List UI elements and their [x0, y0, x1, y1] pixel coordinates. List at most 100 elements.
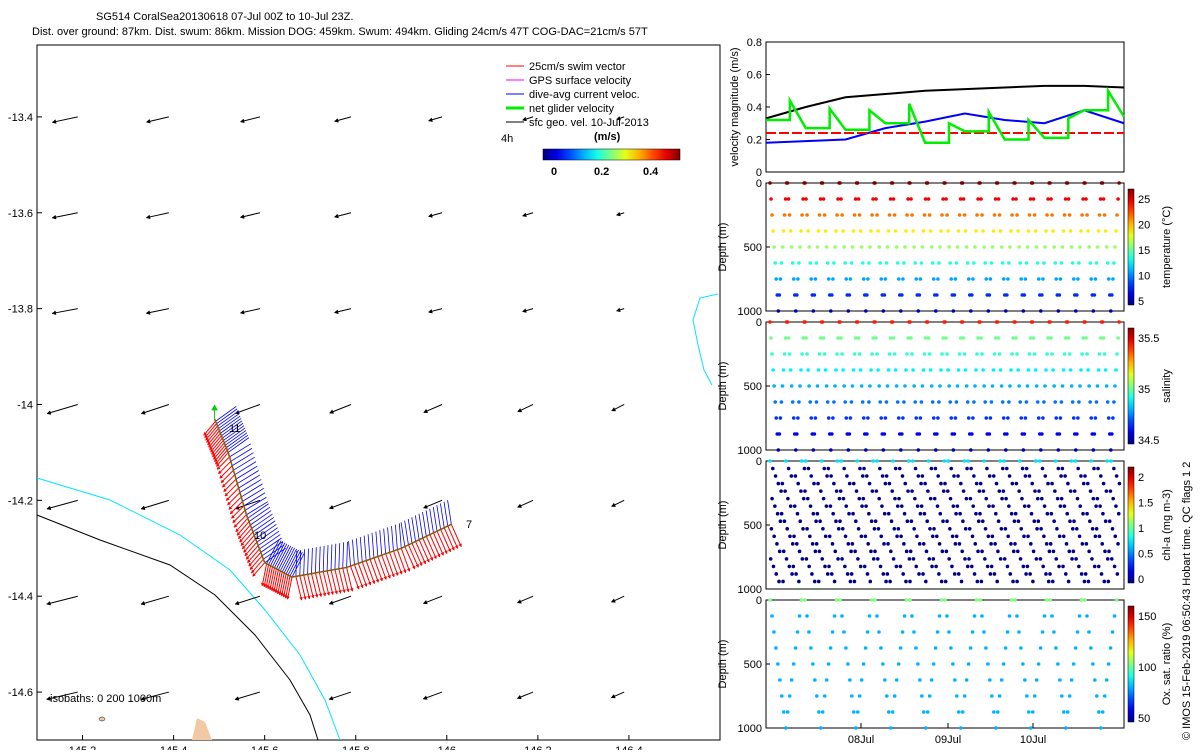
- profile-point: [1036, 519, 1041, 524]
- swim-vector-head: [268, 586, 273, 591]
- profile-point: [830, 630, 835, 634]
- profile-point: [969, 448, 973, 452]
- profile-point: [1058, 416, 1063, 420]
- swim-vector: [436, 530, 448, 554]
- profile-point: [899, 309, 903, 313]
- profile-point: [786, 197, 791, 201]
- profile-point: [950, 564, 954, 569]
- profile-point: [865, 432, 869, 436]
- profile-point: [863, 534, 868, 539]
- sfc-vector-head: [616, 211, 621, 217]
- velocity-panel-frame: [765, 41, 1125, 173]
- profile-point: [1006, 416, 1010, 420]
- profile-point: [844, 646, 848, 650]
- profile-point: [803, 459, 808, 463]
- profile-point: [890, 710, 895, 714]
- profile-point: [990, 384, 995, 388]
- profile-point: [1081, 336, 1085, 340]
- profile-point: [807, 564, 811, 569]
- profile-point: [951, 662, 955, 666]
- profile-point: [851, 368, 856, 372]
- profile-point: [934, 534, 939, 539]
- profile-point: [796, 481, 800, 486]
- profile-point: [898, 564, 903, 569]
- profile-point: [1072, 519, 1076, 524]
- profile-point: [1103, 519, 1108, 524]
- profile-point: [973, 384, 977, 388]
- profile-point: [1001, 662, 1006, 666]
- profile-point: [918, 416, 923, 420]
- profile-point: [783, 489, 787, 493]
- profile-point: [1061, 710, 1066, 714]
- profile-point: [996, 336, 1001, 340]
- profile-point: [1014, 197, 1018, 201]
- isobaths-label: isobaths: 0 200 1000m: [50, 693, 161, 705]
- profile-point: [839, 459, 844, 463]
- profile-point: [903, 245, 907, 249]
- profile-point: [1017, 245, 1021, 249]
- profile-point: [878, 261, 882, 265]
- profile-point: [769, 526, 774, 531]
- profile-point: [1057, 534, 1062, 539]
- profile-point: [1100, 710, 1105, 714]
- profile-point: [1080, 542, 1085, 546]
- swim-vector-head: [346, 588, 350, 593]
- swim-vector: [228, 496, 242, 510]
- profile-point: [988, 277, 993, 281]
- profile-point: [1087, 245, 1091, 249]
- sfc-vector-head: [140, 600, 146, 606]
- profile-point: [1070, 557, 1074, 561]
- current-vector: [375, 531, 379, 557]
- swim-vector: [342, 568, 349, 593]
- profile-point: [1093, 678, 1097, 682]
- map-ytick-label: -14.6: [8, 687, 33, 699]
- profile-point: [826, 277, 831, 281]
- current-vector: [272, 542, 286, 567]
- swim-vector-head: [222, 483, 226, 488]
- profile-point: [853, 549, 857, 554]
- profile-point: [1061, 534, 1066, 539]
- profile-point: [1034, 678, 1039, 682]
- profile-point: [889, 519, 894, 524]
- map-panel: 145.2145.4145.6145.8146146.2146.4-13.4-1…: [8, 44, 721, 755]
- profile-point: [1068, 368, 1073, 372]
- profile-point: [979, 336, 983, 340]
- swim-vector: [440, 529, 451, 553]
- profile-point: [974, 229, 978, 233]
- profile-point: [1017, 489, 1021, 493]
- swim-vector: [224, 483, 238, 497]
- sfc-vector: [140, 595, 169, 605]
- swim-vector: [213, 444, 226, 460]
- profile-point: [1093, 277, 1098, 281]
- profile-point: [1015, 352, 1019, 356]
- swim-vector-head: [367, 581, 372, 586]
- profile-point: [964, 496, 969, 501]
- current-vector: [251, 513, 273, 529]
- sfc-vector-head: [522, 116, 527, 122]
- profile-point: [795, 432, 799, 436]
- profile-point: [823, 534, 828, 539]
- profile-point: [957, 542, 962, 546]
- profile-point: [999, 526, 1004, 531]
- profile-point: [967, 557, 971, 561]
- profile-point: [1023, 277, 1028, 281]
- profile-point: [851, 229, 856, 233]
- profile-point: [861, 496, 866, 501]
- profile-point: [1105, 261, 1110, 265]
- profile-point: [906, 197, 910, 201]
- profile-point: [814, 542, 819, 546]
- current-vector: [371, 532, 375, 558]
- profile-point: [860, 474, 865, 478]
- profile-point: [886, 542, 890, 546]
- profile-point: [815, 694, 819, 698]
- profile-point: [791, 277, 796, 281]
- profile-point: [980, 549, 984, 554]
- profile-point: [805, 614, 809, 618]
- swim-vector: [245, 545, 259, 560]
- profile-point: [828, 646, 833, 650]
- profile-point: [1042, 400, 1046, 404]
- profile-point: [1020, 466, 1025, 471]
- profile-point: [1077, 564, 1081, 569]
- profile-point: [952, 572, 957, 576]
- profile-point: [987, 432, 992, 436]
